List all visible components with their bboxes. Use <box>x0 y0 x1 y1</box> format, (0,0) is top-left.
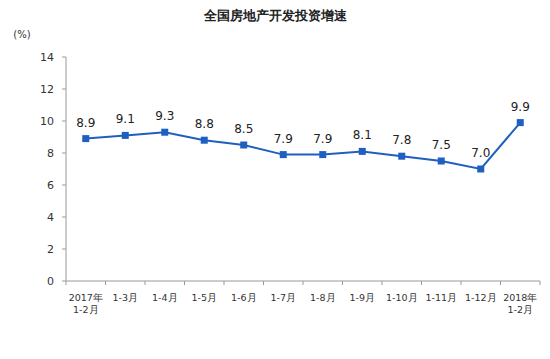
x-tick-label-line: 1-4月 <box>152 292 178 303</box>
marker <box>122 132 129 139</box>
x-tick-label-line: 1-5月 <box>191 292 217 303</box>
x-tick-label: 1-5月 <box>191 292 217 303</box>
data-label: 9.9 <box>511 100 530 114</box>
x-tick-label: 1-7月 <box>270 292 296 303</box>
data-label: 8.8 <box>195 117 214 131</box>
x-tick-label: 1-3月 <box>112 292 138 303</box>
x-tick-label-line: 1-7月 <box>270 292 296 303</box>
data-label: 8.5 <box>234 122 253 136</box>
data-label: 9.3 <box>155 109 174 123</box>
x-tick <box>303 281 304 285</box>
x-tick-label-line: 1-10月 <box>386 292 418 303</box>
y-tick <box>62 185 66 186</box>
marker <box>161 129 168 136</box>
y-tick <box>62 281 66 282</box>
x-tick <box>342 281 343 285</box>
x-tick-label: 1-8月 <box>310 292 336 303</box>
data-label: 8.1 <box>353 128 372 142</box>
plot-area <box>82 119 524 172</box>
y-tick <box>62 217 66 218</box>
marker <box>438 158 445 165</box>
chart-svg: 全国房地产开发投资增速(%)024681012142017年1-2月1-3月1-… <box>0 0 550 359</box>
y-tick-label: 12 <box>40 83 54 96</box>
x-tick <box>421 281 422 285</box>
x-tick <box>105 281 106 285</box>
marker <box>240 142 247 149</box>
marker <box>201 137 208 144</box>
marker <box>398 153 405 160</box>
y-tick-label: 0 <box>47 275 54 288</box>
series-line <box>86 123 521 169</box>
data-label: 8.9 <box>76 116 95 130</box>
x-tick-label-line: 1-12月 <box>465 292 497 303</box>
y-tick <box>62 153 66 154</box>
x-tick-label-line: 1-11月 <box>425 292 457 303</box>
x-tick-label-line: 1-6月 <box>231 292 257 303</box>
y-tick-label: 8 <box>47 147 54 160</box>
y-axis-line <box>66 57 67 281</box>
x-tick <box>263 281 264 285</box>
x-tick-label-line: 1-2月 <box>507 304 533 315</box>
x-tick-label: 2018年1-2月 <box>503 292 537 315</box>
marker <box>280 151 287 158</box>
y-tick <box>62 89 66 90</box>
marker <box>82 135 89 142</box>
x-tick-label: 1-10月 <box>386 292 418 303</box>
x-tick <box>500 281 501 285</box>
data-label: 7.9 <box>274 132 293 146</box>
data-label: 9.1 <box>116 112 135 126</box>
data-label: 7.9 <box>313 132 332 146</box>
x-tick-label: 1-9月 <box>349 292 375 303</box>
data-label: 7.8 <box>392 133 411 147</box>
x-tick-label-line: 2017年 <box>69 292 103 303</box>
x-tick <box>66 281 67 285</box>
x-tick <box>184 281 185 285</box>
y-tick <box>62 121 66 122</box>
x-tick <box>382 281 383 285</box>
x-tick-label: 1-6月 <box>231 292 257 303</box>
data-label: 7.0 <box>471 146 490 160</box>
y-tick-label: 10 <box>40 115 54 128</box>
y-tick-label: 6 <box>47 179 54 192</box>
x-tick-label-line: 1-8月 <box>310 292 336 303</box>
y-tick <box>62 57 66 58</box>
x-tick <box>540 281 541 285</box>
y-tick-label: 2 <box>47 243 54 256</box>
marker <box>359 148 366 155</box>
x-tick-label: 2017年1-2月 <box>69 292 103 315</box>
x-tick-label-line: 1-2月 <box>73 304 99 315</box>
x-tick <box>145 281 146 285</box>
x-tick-label-line: 1-9月 <box>349 292 375 303</box>
y-tick-label: 14 <box>40 51 54 64</box>
x-tick-label-line: 1-3月 <box>112 292 138 303</box>
x-tick-label: 1-12月 <box>465 292 497 303</box>
x-tick-label: 1-4月 <box>152 292 178 303</box>
x-tick <box>224 281 225 285</box>
y-axis-label: (%) <box>13 29 30 40</box>
marker <box>477 166 484 173</box>
x-tick-label-line: 2018年 <box>503 292 537 303</box>
y-tick-label: 4 <box>47 211 54 224</box>
chart-container: 全国房地产开发投资增速(%)024681012142017年1-2月1-3月1-… <box>0 0 550 359</box>
y-tick <box>62 249 66 250</box>
marker <box>517 119 524 126</box>
data-label: 7.5 <box>432 138 451 152</box>
title: 全国房地产开发投资增速 <box>203 8 348 23</box>
x-tick <box>461 281 462 285</box>
x-tick-label: 1-11月 <box>425 292 457 303</box>
marker <box>319 151 326 158</box>
